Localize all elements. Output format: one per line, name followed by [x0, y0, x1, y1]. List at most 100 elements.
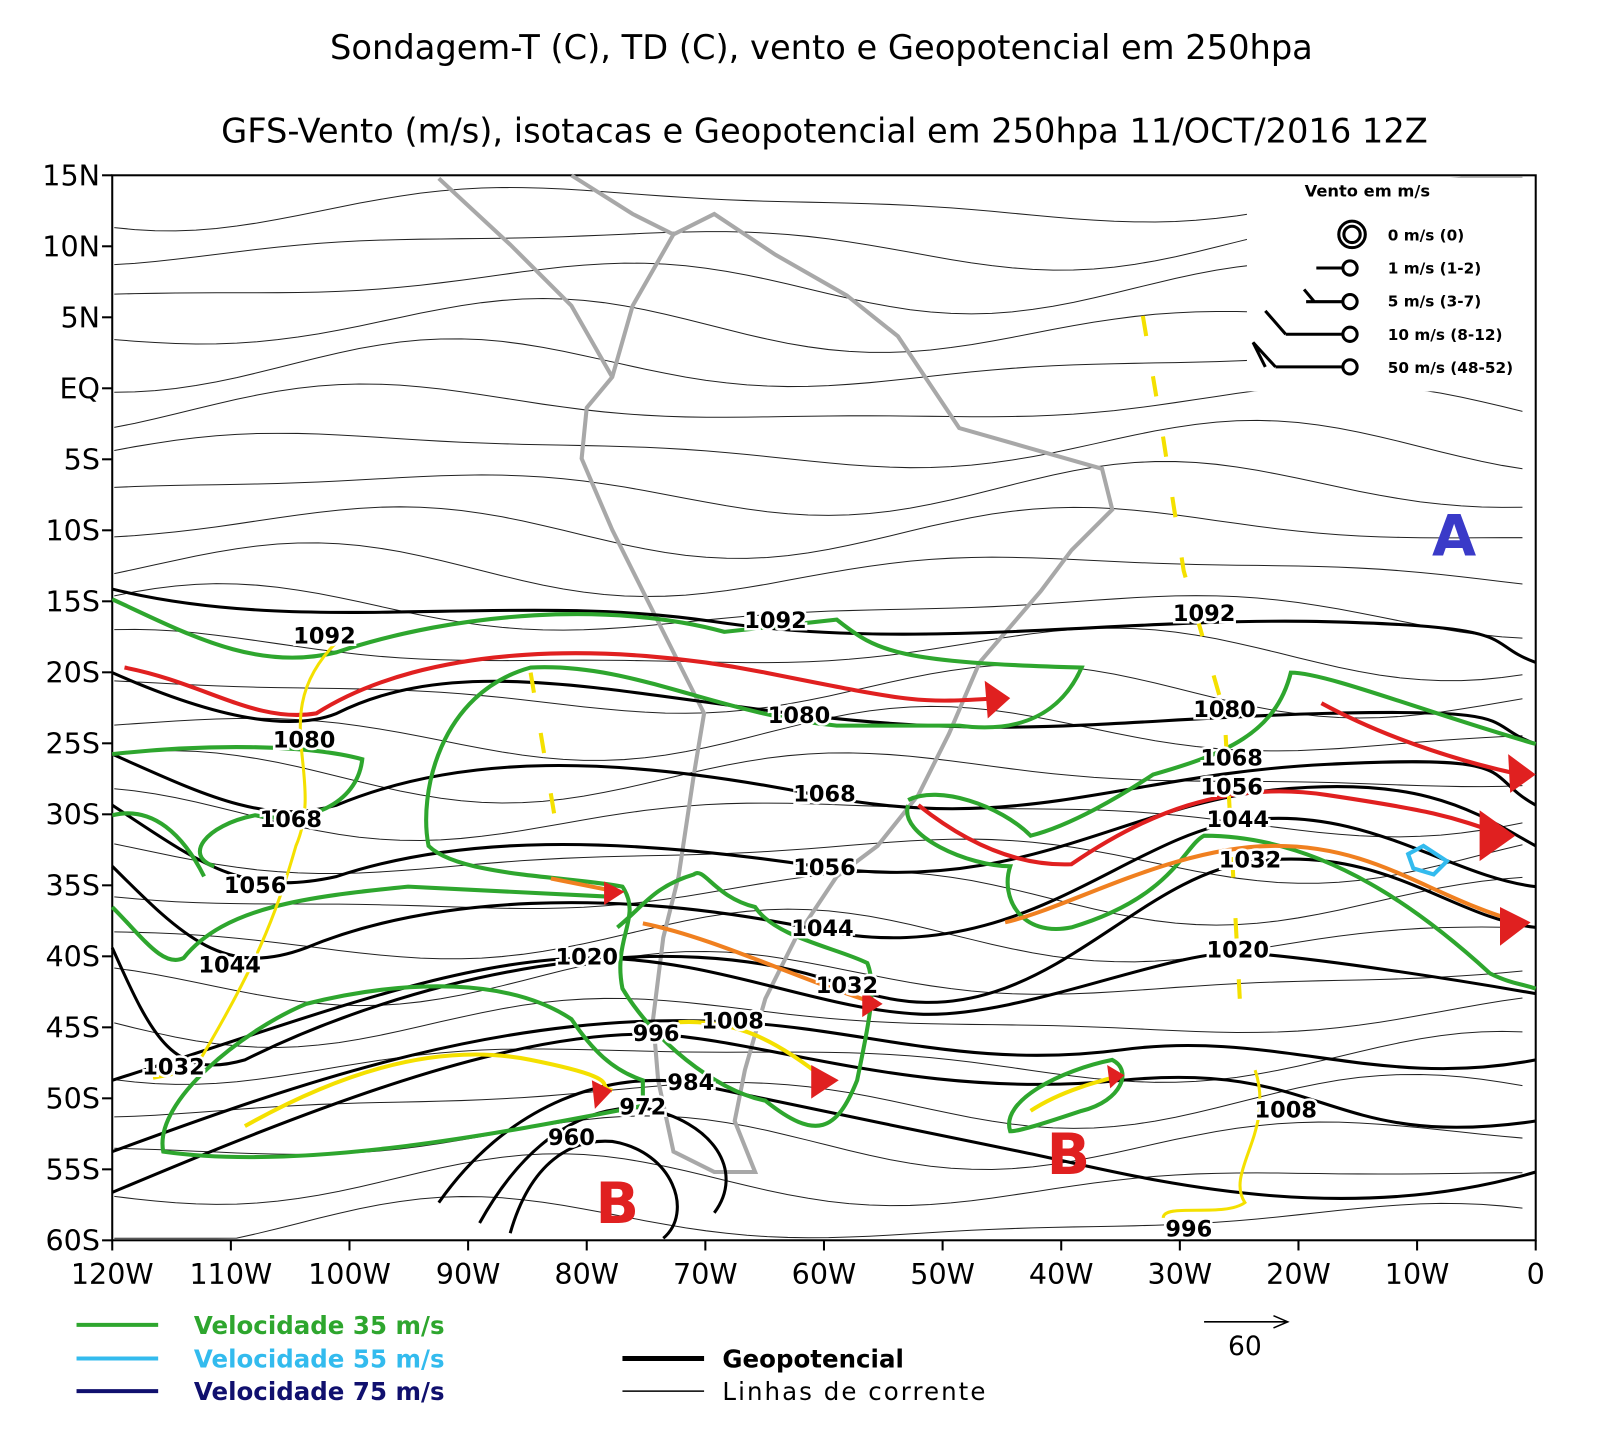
contour-label: 1056	[793, 855, 855, 881]
streamline	[114, 419, 1523, 470]
legend-label: Velocidade 35 m/s	[194, 1311, 445, 1340]
jet-axes	[124, 315, 1536, 1219]
legend: Velocidade 35 m/s Velocidade 55 m/s Velo…	[76, 1311, 1290, 1406]
isotach-55	[1405, 843, 1451, 877]
streamline	[114, 1153, 1523, 1207]
contour	[111, 785, 1537, 885]
contour	[111, 1019, 1537, 1154]
lat-label: 35S	[46, 869, 100, 903]
contour-label: 1020	[556, 944, 618, 970]
contour-label: 996	[633, 1021, 680, 1047]
isotach-35	[1007, 1057, 1125, 1134]
lat-label: 5S	[64, 443, 100, 477]
contour	[508, 1139, 679, 1240]
streamline	[114, 1030, 1523, 1085]
pressure-system: A	[1432, 503, 1476, 569]
contour-label: 1068	[793, 781, 855, 807]
contour-label: 1032	[142, 1055, 204, 1081]
contour	[437, 1078, 1537, 1204]
lon-label: 120W	[71, 1257, 154, 1291]
map-title: Sondagem-T (C), TD (C), vento e Geopoten…	[330, 28, 1313, 67]
lon-label: 20W	[1266, 1257, 1331, 1291]
contour	[111, 752, 1537, 814]
contour-label: 960	[548, 1125, 595, 1151]
isotach-35	[112, 745, 365, 869]
wind-legend-item: 1 m/s (1-2)	[1388, 260, 1482, 278]
streamline	[114, 705, 1523, 761]
lon-label: 40W	[1029, 1257, 1094, 1291]
contour-label: 1080	[273, 727, 335, 753]
streamline	[114, 627, 1523, 682]
isotachs	[110, 597, 1537, 1160]
lon-label: 90W	[436, 1257, 501, 1291]
wind-legend-item: 50 m/s (48-52)	[1388, 359, 1513, 377]
isotach-35	[160, 984, 645, 1160]
lon-label: 100W	[308, 1257, 391, 1291]
isotach-35	[110, 811, 613, 962]
streamline	[114, 871, 1523, 926]
isotach-35	[905, 804, 1537, 991]
streamline	[114, 997, 1523, 1048]
legend-label: Velocidade 75 m/s	[194, 1377, 445, 1406]
plot-area: 1092 1092 1092 1080 1080 1080 1068 1068 1068 1056…	[110, 173, 1537, 1245]
lon-label: 50W	[910, 1257, 975, 1291]
contour-label: 996	[1165, 1217, 1212, 1243]
lat-label: 10N	[42, 230, 100, 264]
lat-label: 50S	[46, 1082, 100, 1116]
lat-label: 45S	[46, 1011, 100, 1045]
streamline	[114, 583, 1523, 639]
lat-label: EQ	[59, 372, 100, 406]
lat-label: 25S	[46, 727, 100, 761]
wind-legend-box	[1246, 177, 1533, 392]
wind-legend-title: Vento em m/s	[1305, 182, 1430, 201]
contour	[111, 587, 1537, 664]
streamline	[114, 1196, 1523, 1239]
reference-arrow	[1204, 1315, 1290, 1329]
lat-label: 20S	[46, 656, 100, 690]
contour-label: 1080	[768, 703, 830, 729]
contour	[111, 816, 1536, 960]
lon-label: 30W	[1148, 1257, 1213, 1291]
wind-legend-item: 10 m/s (8-12)	[1388, 326, 1503, 344]
contour-label: 1068	[260, 807, 322, 833]
streamline	[114, 664, 1523, 719]
wind-legend-item: 5 m/s (3-7)	[1388, 293, 1482, 311]
lon-label: 60W	[792, 1257, 857, 1291]
lat-label: 30S	[46, 798, 100, 832]
contour-label: 1044	[198, 953, 260, 979]
contour-labels: 1092 1092 1092 1080 1080 1080 1068 1068 1068 1056…	[140, 598, 1320, 1245]
contour-label: 1008	[701, 1009, 763, 1035]
lon-label: 80W	[554, 1257, 619, 1291]
legend-label: Geopotencial	[722, 1345, 903, 1374]
contour	[111, 1032, 1536, 1194]
contour-label: 1032	[816, 973, 878, 999]
lon-label: 0	[1527, 1257, 1545, 1291]
pressure-system: B	[1047, 1122, 1091, 1188]
map-subtitle: GFS-Vento (m/s), isotacas e Geopotencial…	[221, 112, 1428, 151]
streamline	[114, 461, 1523, 516]
isotach-35	[111, 597, 1085, 1128]
wind-legend	[1246, 177, 1533, 392]
contour-label: 1080	[1193, 697, 1255, 723]
streamline	[114, 908, 1523, 963]
contour-label: 1020	[1207, 937, 1269, 963]
lat-label: 15N	[42, 158, 100, 192]
lat-label: 40S	[46, 940, 100, 974]
lon-label: 10W	[1385, 1257, 1450, 1291]
isotach-35	[907, 670, 1537, 838]
contour-label: 1068	[1200, 746, 1262, 772]
contour-label: 1044	[1207, 807, 1269, 833]
lat-label: 15S	[46, 585, 100, 619]
contour-label: 984	[667, 1070, 714, 1096]
lat-label: 60S	[46, 1224, 100, 1258]
contour-label: 1092	[744, 608, 806, 634]
contour-label: 1092	[1173, 601, 1235, 627]
streamline	[114, 788, 1523, 841]
lat-label: 55S	[46, 1153, 100, 1187]
contour-label: 972	[619, 1094, 666, 1120]
lon-label: 70W	[673, 1257, 738, 1291]
lon-label: 110W	[189, 1257, 272, 1291]
contour-label: 1092	[293, 623, 355, 649]
streamline	[114, 750, 1523, 804]
